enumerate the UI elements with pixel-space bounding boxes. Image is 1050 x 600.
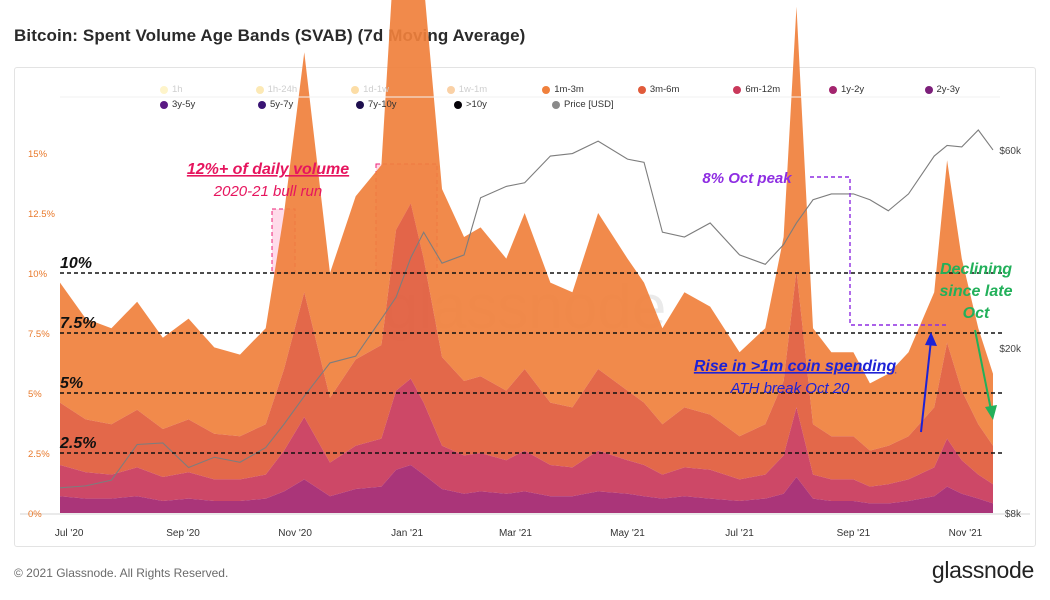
y-right-tick-label: $20k	[999, 344, 1022, 355]
x-tick-label: May '21	[610, 528, 645, 539]
legend-item[interactable]: >10y	[454, 99, 552, 110]
annotation-declining: Declining	[940, 261, 1012, 278]
legend-label: 1h	[172, 84, 183, 95]
legend-swatch	[255, 85, 264, 94]
area-band-3m-6m	[60, 203, 993, 487]
x-tick-label: Mar '21	[499, 528, 532, 539]
legend-item[interactable]: 3m-6m	[637, 84, 734, 95]
oct-peak-connector	[810, 176, 946, 326]
legend-item[interactable]: 1m-3m	[542, 84, 638, 95]
x-tick-label: Nov '21	[949, 528, 983, 539]
chart-frame	[14, 67, 1036, 547]
legend-swatch	[446, 85, 455, 94]
annotation-rise-sub: ATH break Oct 20	[730, 380, 851, 397]
annotation-rise-title: Rise in >1m coin spending	[694, 358, 896, 375]
legend-row: 3y-5y 5y-7y 7y-10y >10y Price [USD]	[160, 97, 1020, 112]
legend-swatch	[828, 85, 837, 94]
annotation-declining: since late	[940, 283, 1013, 300]
legend-label: Price [USD]	[564, 99, 614, 110]
legend-label: 2y-3y	[936, 84, 960, 95]
x-tick-label: Sep '21	[837, 528, 871, 539]
reference-line-label: 2.5%	[59, 435, 96, 452]
legend-swatch	[351, 85, 360, 94]
rise-arrow	[920, 339, 932, 433]
area-band-1y-2y	[60, 465, 993, 513]
legend-swatch	[733, 85, 742, 94]
declining-arrow	[974, 329, 992, 411]
copyright-text: © 2021 Glassnode. All Rights Reserved.	[14, 566, 229, 580]
y-tick-label: 15%	[28, 149, 48, 160]
x-tick-label: Jul '21	[725, 528, 754, 539]
legend-swatch	[542, 85, 551, 94]
reference-line-label: 5%	[60, 375, 83, 392]
y-tick-label: 5%	[28, 389, 42, 400]
annotation-declining: Oct	[963, 305, 990, 322]
legend-label: 5y-7y	[270, 99, 294, 110]
legend-swatch	[160, 85, 168, 94]
area-band-6m-12m	[60, 378, 993, 504]
legend-item[interactable]: 3y-5y	[160, 99, 258, 110]
y-tick-label: 7.5%	[28, 329, 50, 340]
x-tick-label: Sep '20	[166, 528, 200, 539]
legend-swatch	[258, 100, 266, 109]
y-right-tick-label: $60k	[999, 146, 1022, 157]
legend-item[interactable]: 7y-10y	[356, 99, 454, 110]
legend-swatch	[552, 100, 560, 109]
annotation-oct-peak: 8% Oct peak	[702, 170, 792, 187]
legend-item[interactable]: 6m-12m	[733, 84, 829, 95]
legend-swatch	[160, 100, 168, 109]
y-tick-label: 10%	[28, 269, 48, 280]
y-right-tick-label: $8k	[1005, 509, 1022, 520]
glassnode-logo: glassnode	[931, 557, 1034, 583]
x-tick-label: Jul '20	[55, 528, 84, 539]
legend-label: 6m-12m	[745, 84, 781, 95]
reference-line-label: 7.5%	[60, 315, 96, 332]
declining-arrowhead	[985, 405, 997, 420]
legend-label: 1w-1m	[458, 84, 488, 95]
legend-item[interactable]: 1y-2y	[828, 84, 925, 95]
y-tick-label: 12.5%	[28, 209, 55, 220]
y-tick-label: 2.5%	[28, 449, 50, 460]
x-tick-label: Nov '20	[278, 528, 312, 539]
legend-label: 3m-6m	[649, 84, 680, 95]
legend-label: 1m-3m	[554, 84, 584, 95]
rise-arrowhead	[925, 332, 937, 346]
chart-legend: 1h 1h-24h 1d-1w 1w-1m 1m-3m 3m-6m 6m-12m 1y-2y 2…	[160, 82, 1020, 112]
annotation-volume-sub: 2020-21 bull run	[213, 183, 322, 200]
legend-label: >10y	[466, 99, 487, 110]
legend-item[interactable]: Price [USD]	[552, 99, 650, 110]
legend-swatch	[356, 100, 364, 109]
legend-item[interactable]: 1w-1m	[446, 84, 543, 95]
legend-item[interactable]: 1d-1w	[351, 84, 447, 95]
legend-item[interactable]: 2y-3y	[924, 84, 1021, 95]
legend-swatch	[454, 100, 462, 109]
legend-swatch	[924, 85, 933, 94]
annotation-volume-title: 12%+ of daily volume	[187, 161, 349, 178]
legend-row: 1h 1h-24h 1d-1w 1w-1m 1m-3m 3m-6m 6m-12m 1y-2y 2…	[160, 82, 1020, 97]
legend-label: 3y-5y	[172, 99, 196, 110]
legend-label: 7y-10y	[368, 99, 397, 110]
price-line	[59, 129, 994, 489]
legend-item[interactable]: 1h	[160, 84, 256, 95]
area-band-1m-3m	[60, 0, 993, 451]
y-tick-label: 0%	[28, 509, 42, 520]
legend-label: 1d-1w	[363, 84, 389, 95]
x-tick-label: Jan '21	[391, 528, 423, 539]
reference-line-label: 10%	[60, 255, 92, 272]
legend-label: 1h-24h	[267, 84, 298, 95]
legend-swatch	[637, 85, 646, 94]
legend-item[interactable]: 1h-24h	[255, 84, 352, 95]
legend-item[interactable]: 5y-7y	[258, 99, 356, 110]
legend-label: 1y-2y	[840, 84, 865, 95]
